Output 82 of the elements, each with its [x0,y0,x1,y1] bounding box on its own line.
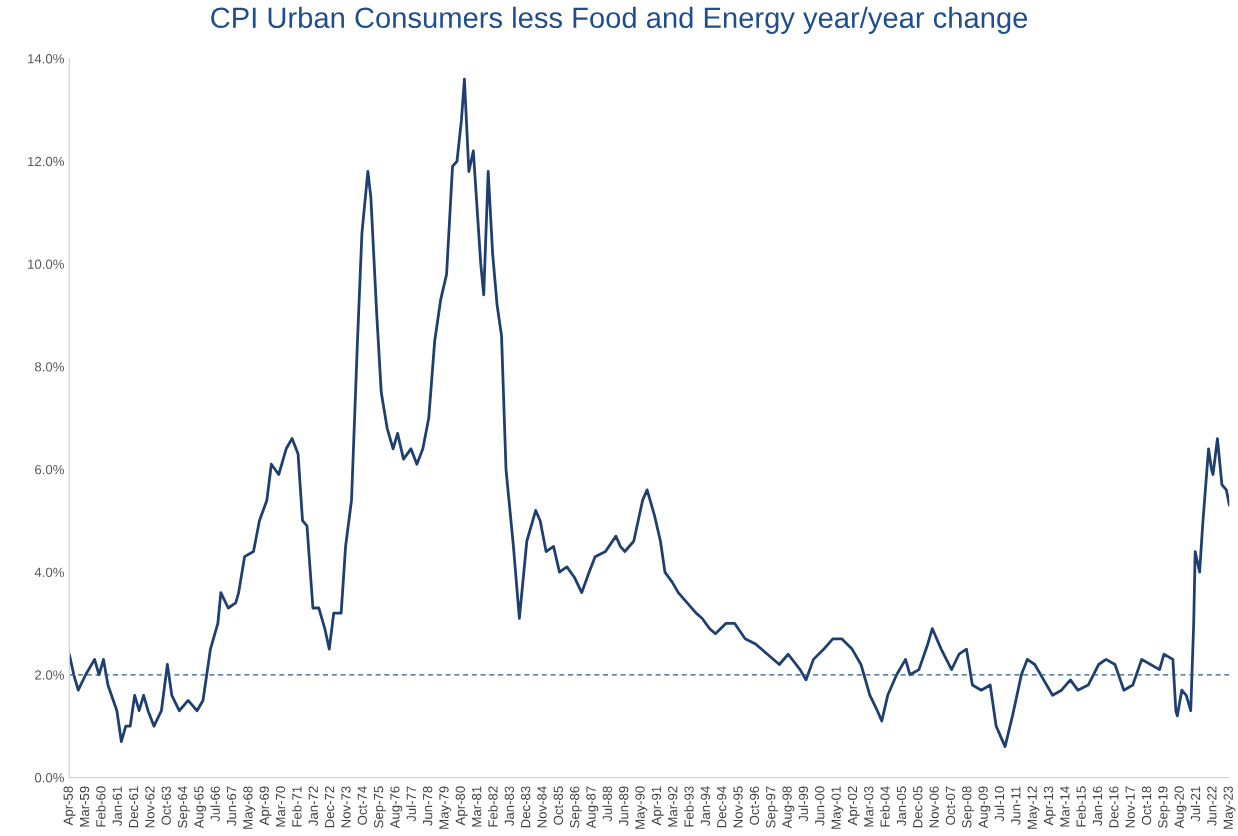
x-tick-label: Aug-98 [782,786,795,829]
x-tick-label: Oct-96 [749,786,760,825]
x-tick-label: Jan-83 [504,786,514,826]
x-tick-label: Feb-04 [880,786,890,827]
y-tick-label: 0.0% [34,773,64,783]
x-tick-label: Dec-16 [1109,786,1119,828]
x-tick-label: Sep-86 [570,786,582,828]
x-tick-label: Mar-70 [275,786,286,827]
x-tick-label: May-01 [831,786,844,829]
x-tick-label: Jan-05 [896,786,907,826]
y-tick-label: 10.0% [28,259,64,269]
x-tick-label: Sep-97 [766,786,779,828]
y-tick-label: 4.0% [34,567,64,577]
x-tick-label: Jan-72 [308,786,318,826]
x-tick-label: Aug-09 [978,786,991,829]
x-tick-label: Jul-88 [602,786,613,822]
x-tick-label: Nov-95 [733,786,743,828]
x-tick-label: Jun-89 [619,786,629,826]
y-tick-label: 6.0% [35,464,64,475]
x-tick-label: Mar-59 [79,786,90,827]
x-tick-label: Sep-64 [177,786,190,828]
x-tick-label: May-79 [439,786,452,829]
x-tick-label: Mar-81 [471,786,482,827]
x-tick-label: Jun-11 [1011,786,1021,825]
x-tick-label: Dec-94 [717,786,727,828]
x-tick-label: Feb-71 [291,786,302,827]
x-tick-label: Jan-61 [112,786,122,826]
y-tick-label: 2.0% [35,670,64,680]
x-tick-label: Oct-74 [357,786,367,825]
x-tick-label: Apr-80 [455,786,468,826]
x-tick-label: Nov-73 [341,786,351,828]
x-tick-label: Nov-84 [537,786,547,828]
x-tick-label: Aug-76 [390,786,403,829]
x-tick-label: Oct-63 [161,786,171,825]
x-tick-label: Jan-94 [700,786,711,826]
x-tick-label: Apr-58 [63,786,76,826]
y-tick-label: 8.0% [34,362,64,372]
x-tick-label: Nov-62 [145,786,155,828]
x-tick-label: Apr-69 [259,786,272,826]
x-tick-label: Apr-91 [651,786,664,826]
x-tick-label: Oct-18 [1141,786,1152,825]
x-tick-label: Nov-17 [1125,786,1135,828]
x-tick-label: Dec-05 [913,786,923,828]
x-tick-label: May-12 [1027,786,1040,829]
x-tick-label: May-68 [243,786,256,829]
y-tick-label: 14.0% [28,54,64,64]
x-tick-label: Jun-67 [226,786,237,826]
x-tick-label: Oct-07 [945,786,956,825]
x-tick-label: Feb-15 [1076,786,1086,827]
x-tick-label: May-90 [635,786,648,829]
x-tick-label: Sep-75 [373,786,386,828]
line-series [69,77,1230,749]
x-tick-label: Aug-65 [194,786,207,829]
x-tick-label: Dec-83 [520,786,531,828]
x-tick-label: Mar-92 [668,786,678,827]
x-tick-label: Dec-72 [324,786,335,828]
x-tick-label: Jun-22 [1207,786,1217,826]
x-tick-label: Aug-87 [586,786,599,829]
x-tick-label: Jul-77 [406,786,416,822]
x-tick-label: Feb-93 [684,786,694,827]
x-tick-label: Sep-08 [962,786,975,828]
x-tick-label: Jun-00 [815,786,825,826]
x-tick-label: Feb-82 [487,786,498,827]
x-tick-label: Feb-60 [95,786,106,827]
x-tick-label: Apr-02 [847,786,860,826]
x-tick-label: Jul-66 [210,786,220,822]
x-tick-label: Aug-20 [1174,786,1187,829]
x-tick-label: Jan-16 [1092,786,1103,826]
x-tick-label: Sep-19 [1158,786,1171,828]
x-tick-label: Apr-13 [1043,786,1056,826]
x-tick-label: Nov-06 [929,786,939,828]
x-tick-label: Mar-03 [864,786,874,827]
chart-title: CPI Urban Consumers less Food and Energy year/year change [211,6,1028,34]
y-tick-label: 12.0% [28,156,64,167]
x-tick-label: Jul-10 [994,786,1005,822]
x-tick-label: Jun-78 [422,786,433,826]
x-tick-label: Dec-61 [128,786,139,828]
x-tick-label: May-23 [1223,786,1236,829]
x-tick-label: Mar-14 [1060,786,1070,827]
x-tick-label: Oct-85 [553,786,564,825]
x-tick-label: Jul-99 [798,786,809,822]
x-tick-label: Jul-21 [1190,786,1201,822]
